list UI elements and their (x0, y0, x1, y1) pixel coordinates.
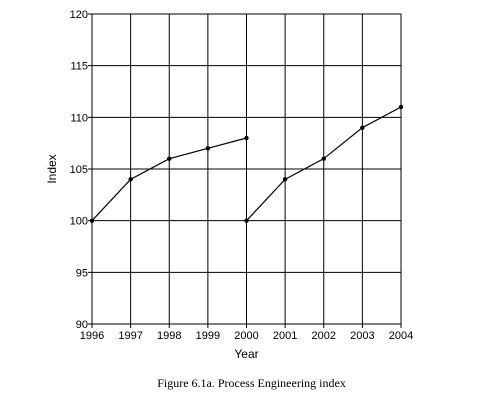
y-tick-label: 100 (70, 216, 88, 228)
x-tick-layer: 1996 1997 1998 1999 2000 2001 2002 2003 2004 (80, 324, 413, 342)
y-tick-label: 105 (70, 164, 88, 176)
y-axis-label: Index (45, 154, 59, 183)
data-point (321, 156, 326, 161)
chart: 1996 1997 1998 1999 2000 2001 2002 2003 2004 909… (45, 9, 413, 361)
data-point (398, 104, 404, 110)
data-point (167, 156, 172, 161)
x-tick-label: 2002 (312, 330, 336, 342)
data-point (360, 125, 365, 130)
y-tick-label: 115 (70, 61, 88, 73)
x-tick-label: 1998 (157, 330, 181, 342)
y-tick-layer: 90 95 100 105 110 115 120 (70, 9, 92, 331)
grid (91, 13, 402, 325)
y-tick-label: 90 (76, 319, 88, 331)
y-tick-label: 110 (70, 112, 88, 124)
series-layer (89, 104, 404, 223)
x-tick-label: 1996 (80, 330, 104, 342)
data-point (282, 177, 288, 182)
x-tick-label: 2001 (273, 330, 297, 342)
data-point (244, 135, 249, 141)
y-tick-label: 120 (70, 9, 88, 21)
x-tick-label: 1999 (196, 330, 220, 342)
data-point (205, 146, 211, 151)
x-tick-label: 2000 (234, 330, 258, 342)
figure-caption: Figure 6.1a. Process Engineering index (157, 376, 346, 390)
x-tick-label: 2004 (389, 330, 413, 342)
x-axis-label: Year (234, 347, 258, 361)
y-tick-label: 95 (76, 267, 88, 279)
x-tick-label: 1997 (118, 330, 142, 342)
data-point (244, 218, 249, 223)
x-tick-label: 2003 (350, 330, 374, 342)
data-point (128, 177, 133, 182)
